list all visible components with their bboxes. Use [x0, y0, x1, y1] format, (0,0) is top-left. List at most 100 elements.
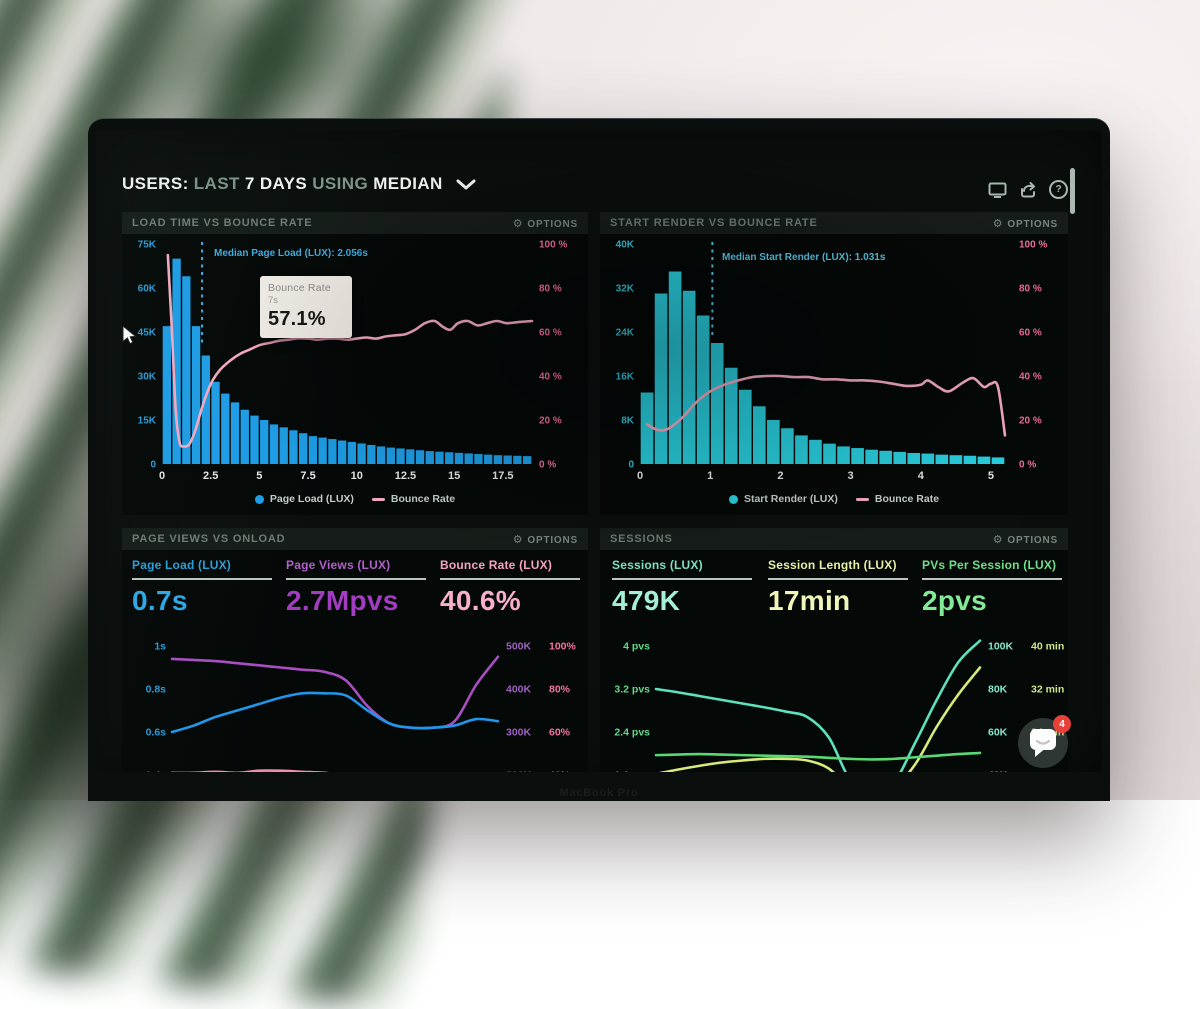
svg-text:0: 0 — [159, 470, 165, 482]
options-button[interactable]: ⚙OPTIONS — [993, 217, 1058, 230]
svg-text:5: 5 — [256, 470, 262, 482]
gear-icon: ⚙ — [513, 534, 524, 546]
metric-label: Session Length (LUX) — [768, 558, 910, 572]
device-label: MacBook Pro — [88, 787, 1110, 799]
options-button[interactable]: ⚙OPTIONS — [993, 533, 1058, 546]
svg-text:1s: 1s — [154, 641, 166, 653]
options-button[interactable]: ⚙OPTIONS — [513, 217, 578, 230]
chart-tooltip: Bounce Rate 7s 57.1% — [260, 276, 352, 338]
panel-start-render-vs-bounce-rate: START RENDER VS BOUNCE RATE ⚙OPTIONS 40K… — [600, 212, 1068, 515]
metric-rule — [286, 578, 426, 580]
gear-icon: ⚙ — [993, 218, 1004, 230]
metric-label: Page Views (LUX) — [286, 558, 428, 572]
median-start-render-label: Median Start Render (LUX): 1.031s — [722, 252, 885, 263]
title-part: USERS: — [122, 174, 189, 193]
mouse-cursor — [122, 326, 137, 345]
metric-sessions: Sessions (LUX) 479K — [612, 558, 754, 617]
legend-line-swatch — [856, 498, 869, 501]
metric-value: 2pvs — [922, 585, 1064, 617]
svg-text:12.5: 12.5 — [395, 470, 416, 482]
metric-value: 0.7s — [132, 585, 274, 617]
svg-text:60 %: 60 % — [1019, 328, 1042, 339]
chart-legend: Page Load (LUX) Bounce Rate — [122, 493, 588, 505]
svg-text:45K: 45K — [138, 328, 157, 339]
svg-text:40%: 40% — [549, 770, 571, 773]
svg-text:100 %: 100 % — [1019, 240, 1047, 251]
chat-bubble-icon — [1029, 728, 1057, 758]
svg-text:400K: 400K — [506, 684, 532, 696]
title-part: LAST — [194, 174, 240, 193]
svg-text:0.6s: 0.6s — [146, 727, 167, 739]
svg-text:80%: 80% — [549, 684, 571, 696]
svg-text:300K: 300K — [506, 727, 532, 739]
metric-label: Sessions (LUX) — [612, 558, 754, 572]
metric-rule — [768, 578, 908, 580]
legend-dot-swatch — [729, 495, 738, 504]
panel-title: PAGE VIEWS VS ONLOAD — [132, 533, 285, 545]
share-icon[interactable] — [1019, 182, 1037, 198]
panel-header: PAGE VIEWS VS ONLOAD ⚙OPTIONS — [122, 528, 588, 550]
metric-rule — [922, 578, 1062, 580]
options-button[interactable]: ⚙OPTIONS — [513, 533, 578, 546]
svg-text:16K: 16K — [616, 372, 635, 383]
svg-text:60%: 60% — [549, 727, 571, 739]
svg-text:15: 15 — [448, 470, 460, 482]
svg-text:0: 0 — [150, 460, 156, 471]
panel-sessions: SESSIONS ⚙OPTIONS Sessions (LUX) 479K Se… — [600, 528, 1068, 772]
scrollbar-thumb[interactable] — [1070, 168, 1075, 214]
legend-label: Start Render (LUX) — [744, 493, 838, 505]
legend-line-swatch — [372, 498, 385, 501]
svg-text:3: 3 — [848, 470, 854, 482]
gear-icon: ⚙ — [993, 534, 1004, 546]
metric-rule — [132, 578, 272, 580]
legend-label: Page Load (LUX) — [270, 493, 354, 505]
svg-text:15K: 15K — [138, 416, 157, 427]
panel-header: LOAD TIME VS BOUNCE RATE ⚙OPTIONS — [122, 212, 588, 234]
svg-text:0: 0 — [637, 470, 643, 482]
svg-text:40 min: 40 min — [1031, 641, 1064, 653]
svg-text:2: 2 — [777, 470, 783, 482]
svg-text:2.5: 2.5 — [203, 470, 218, 482]
chart-legend: Start Render (LUX) Bounce Rate — [600, 493, 1068, 505]
display-icon[interactable] — [988, 182, 1007, 198]
dashboard-screen: USERS: LAST 7 DAYS USING MEDIAN ? — [96, 130, 1102, 772]
svg-text:1: 1 — [707, 470, 713, 482]
intercom-launcher[interactable]: 4 — [1018, 718, 1068, 768]
metric-session-length: Session Length (LUX) 17min — [768, 558, 910, 617]
users-period-dropdown[interactable]: USERS: LAST 7 DAYS USING MEDIAN — [122, 174, 476, 194]
svg-text:5: 5 — [988, 470, 994, 482]
panel-header: START RENDER VS BOUNCE RATE ⚙OPTIONS — [600, 212, 1068, 234]
legend-dot-swatch — [255, 495, 264, 504]
chevron-down-icon — [456, 179, 476, 190]
svg-text:0.4s: 0.4s — [146, 770, 167, 773]
svg-text:100 %: 100 % — [539, 240, 567, 251]
svg-text:8K: 8K — [621, 416, 635, 427]
panel-title: SESSIONS — [610, 533, 673, 545]
tooltip-value: 57.1% — [268, 308, 344, 331]
svg-text:40 %: 40 % — [539, 372, 562, 383]
tooltip-sub: 7s — [268, 295, 344, 306]
tooltip-title: Bounce Rate — [268, 282, 344, 294]
svg-text:30K: 30K — [138, 372, 157, 383]
metric-bounce-rate: Bounce Rate (LUX) 40.6% — [440, 558, 582, 617]
metric-label: Bounce Rate (LUX) — [440, 558, 582, 572]
svg-text:24K: 24K — [616, 328, 635, 339]
laptop: USERS: LAST 7 DAYS USING MEDIAN ? — [88, 118, 1110, 801]
metric-value: 2.7Mpvs — [286, 585, 428, 617]
gear-icon: ⚙ — [513, 218, 524, 230]
page-views-onload-chart[interactable]: 1s0.8s0.6s0.4s500K400K300K200K100%80%60%… — [122, 636, 588, 772]
panel-title: LOAD TIME VS BOUNCE RATE — [132, 217, 312, 229]
svg-text:60K: 60K — [988, 727, 1008, 739]
metric-value: 17min — [768, 585, 910, 617]
metric-label: Page Load (LUX) — [132, 558, 274, 572]
svg-text:32K: 32K — [616, 284, 635, 295]
svg-text:80 %: 80 % — [539, 284, 562, 295]
svg-text:0.8s: 0.8s — [146, 684, 167, 696]
svg-text:40K: 40K — [988, 770, 1008, 773]
help-icon[interactable]: ? — [1049, 180, 1068, 199]
svg-text:4: 4 — [918, 470, 925, 482]
